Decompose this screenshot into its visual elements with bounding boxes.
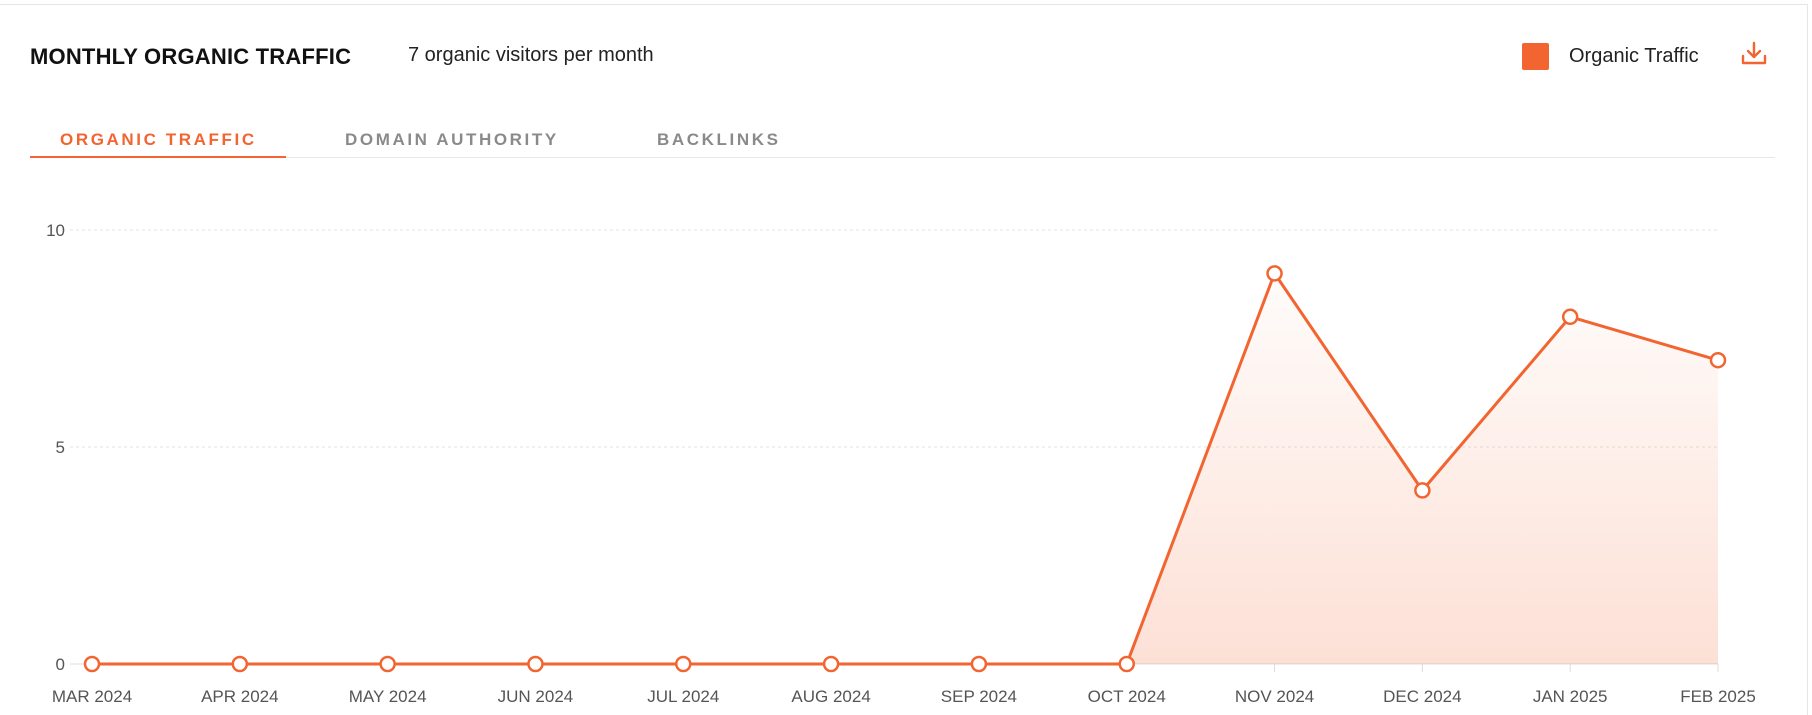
chart-header: MONTHLY ORGANIC TRAFFIC: [30, 42, 351, 72]
data-point[interactable]: [1118, 655, 1135, 673]
data-point[interactable]: [83, 655, 101, 673]
data-point[interactable]: [675, 655, 692, 673]
legend-swatch: [1522, 43, 1549, 70]
chart-subtitle: 7 organic visitors per month: [408, 44, 654, 66]
chart-area: 0 5 10 MAR 2024 APR 2024 MAY 2024 JUN 2024 JUL …: [0, 190, 1812, 715]
data-point[interactable]: [1561, 308, 1579, 326]
data-point[interactable]: [379, 655, 396, 673]
x-tick-label: MAR 2024: [52, 687, 132, 706]
x-tick-label: FEB 2025: [1680, 687, 1756, 706]
y-tick-label: 10: [46, 221, 65, 240]
tab-backlinks[interactable]: BACKLINKS: [657, 130, 781, 149]
y-tick-label: 5: [56, 438, 65, 457]
data-point[interactable]: [527, 655, 544, 673]
data-point[interactable]: [970, 655, 988, 673]
legend-label: Organic Traffic: [1569, 45, 1699, 67]
tab-bar: ORGANIC TRAFFIC DOMAIN AUTHORITY BACKLIN…: [30, 130, 1775, 158]
data-point[interactable]: [1709, 351, 1727, 369]
x-tick-label: APR 2024: [201, 687, 279, 706]
data-point[interactable]: [822, 655, 840, 673]
x-tick-label: JAN 2025: [1533, 687, 1608, 706]
x-tick-label: NOV 2024: [1235, 687, 1314, 706]
legend[interactable]: Organic Traffic: [1522, 43, 1699, 70]
series-line: [92, 271, 1719, 666]
tab-domain-authority[interactable]: DOMAIN AUTHORITY: [345, 130, 559, 149]
x-tick-label: JUN 2024: [498, 687, 574, 706]
download-button[interactable]: [1740, 40, 1768, 68]
download-icon: [1741, 41, 1767, 65]
active-tab-indicator: [30, 156, 286, 158]
tab-organic-traffic[interactable]: ORGANIC TRAFFIC: [60, 130, 257, 149]
x-tick-label: JUL 2024: [647, 687, 719, 706]
x-tick-label: MAY 2024: [349, 687, 427, 706]
x-tick-label: OCT 2024: [1088, 687, 1166, 706]
series-area: [92, 273, 1718, 664]
x-tick-label: DEC 2024: [1383, 687, 1461, 706]
data-point[interactable]: [231, 655, 249, 673]
y-tick-label: 0: [56, 655, 65, 674]
data-point[interactable]: [1266, 265, 1283, 282]
chart-card: [0, 4, 1808, 715]
x-tick-label: AUG 2024: [791, 687, 870, 706]
chart-title: MONTHLY ORGANIC TRAFFIC: [30, 44, 352, 69]
data-point[interactable]: [1414, 482, 1431, 499]
line-chart: 0 5 10 MAR 2024 APR 2024 MAY 2024 JUN 2024 JUL …: [46, 221, 1756, 706]
x-tick-label: SEP 2024: [941, 687, 1017, 706]
